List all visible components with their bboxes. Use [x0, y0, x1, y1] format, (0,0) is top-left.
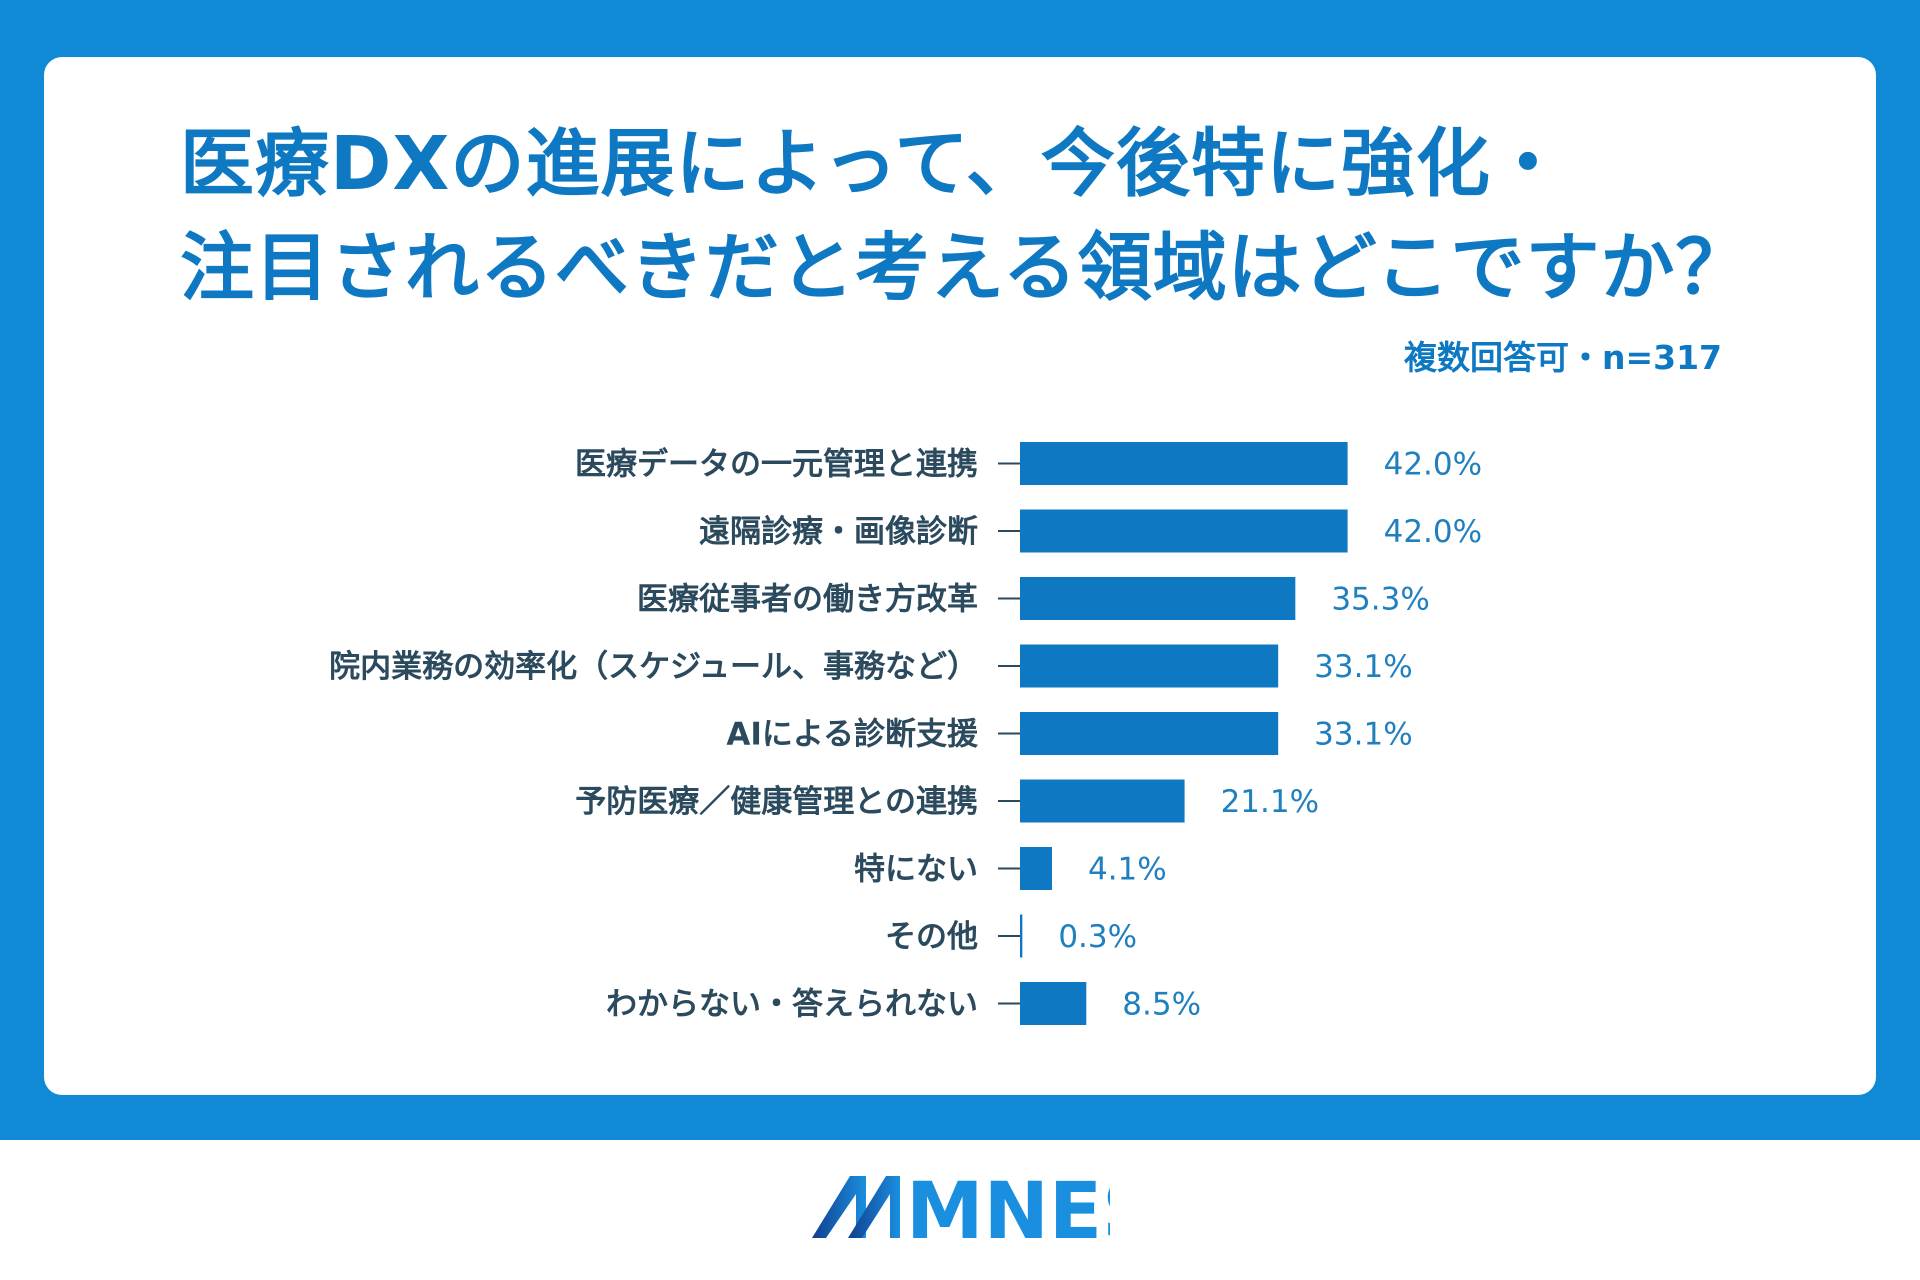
- value-label: 8.5%: [1122, 987, 1201, 1023]
- category-label: 遠隔診療・画像診断: [699, 514, 978, 550]
- category-label: その他: [885, 919, 978, 955]
- bar-chart: 医療データの一元管理と連携 42.0% 遠隔診療・画像診断 42.0% 医療従事者の働き…: [329, 442, 1482, 1025]
- value-label: 21.1%: [1221, 784, 1319, 820]
- bar: [1020, 779, 1185, 823]
- chart-card: [44, 57, 1876, 1095]
- title-line-1: 医療DXの進展によって、今後特に強化・: [180, 121, 1566, 207]
- logo-text: MNES: [906, 1168, 1110, 1244]
- bar: [1020, 712, 1279, 755]
- bar: [1020, 442, 1348, 485]
- value-label: 42.0%: [1384, 447, 1482, 483]
- bar: [1020, 644, 1279, 688]
- value-label: 35.3%: [1331, 582, 1429, 618]
- bar: [1020, 509, 1348, 553]
- bar: [1020, 914, 1023, 958]
- chart-title: 医療DXの進展によって、今後特に強化・ 注目されるべきだと考える領域はどこですか…: [180, 112, 1820, 320]
- category-label: 予防医療／健康管理との連携: [575, 784, 978, 820]
- category-label: AIによる診断支援: [726, 717, 979, 753]
- sample-note: 複数回答可・n=317: [1403, 338, 1722, 377]
- category-label: 医療データの一元管理と連携: [575, 447, 978, 483]
- category-label: 院内業務の効率化（スケジュール、事務など）: [329, 649, 978, 685]
- title-line-2: 注目されるべきだと考える領域はどこですか？: [180, 225, 1751, 311]
- category-label: わからない・答えられない: [606, 987, 978, 1023]
- mnes-logo: MNES: [812, 1168, 1110, 1244]
- bar: [1020, 982, 1087, 1025]
- bar: [1020, 577, 1296, 620]
- value-label: 33.1%: [1314, 717, 1412, 753]
- category-label: 特にない: [854, 852, 978, 888]
- value-label: 42.0%: [1384, 514, 1482, 550]
- value-label: 0.3%: [1058, 919, 1137, 955]
- value-label: 4.1%: [1088, 852, 1167, 888]
- bar: [1020, 847, 1052, 890]
- value-label: 33.1%: [1314, 649, 1412, 685]
- category-label: 医療従事者の働き方改革: [637, 582, 978, 618]
